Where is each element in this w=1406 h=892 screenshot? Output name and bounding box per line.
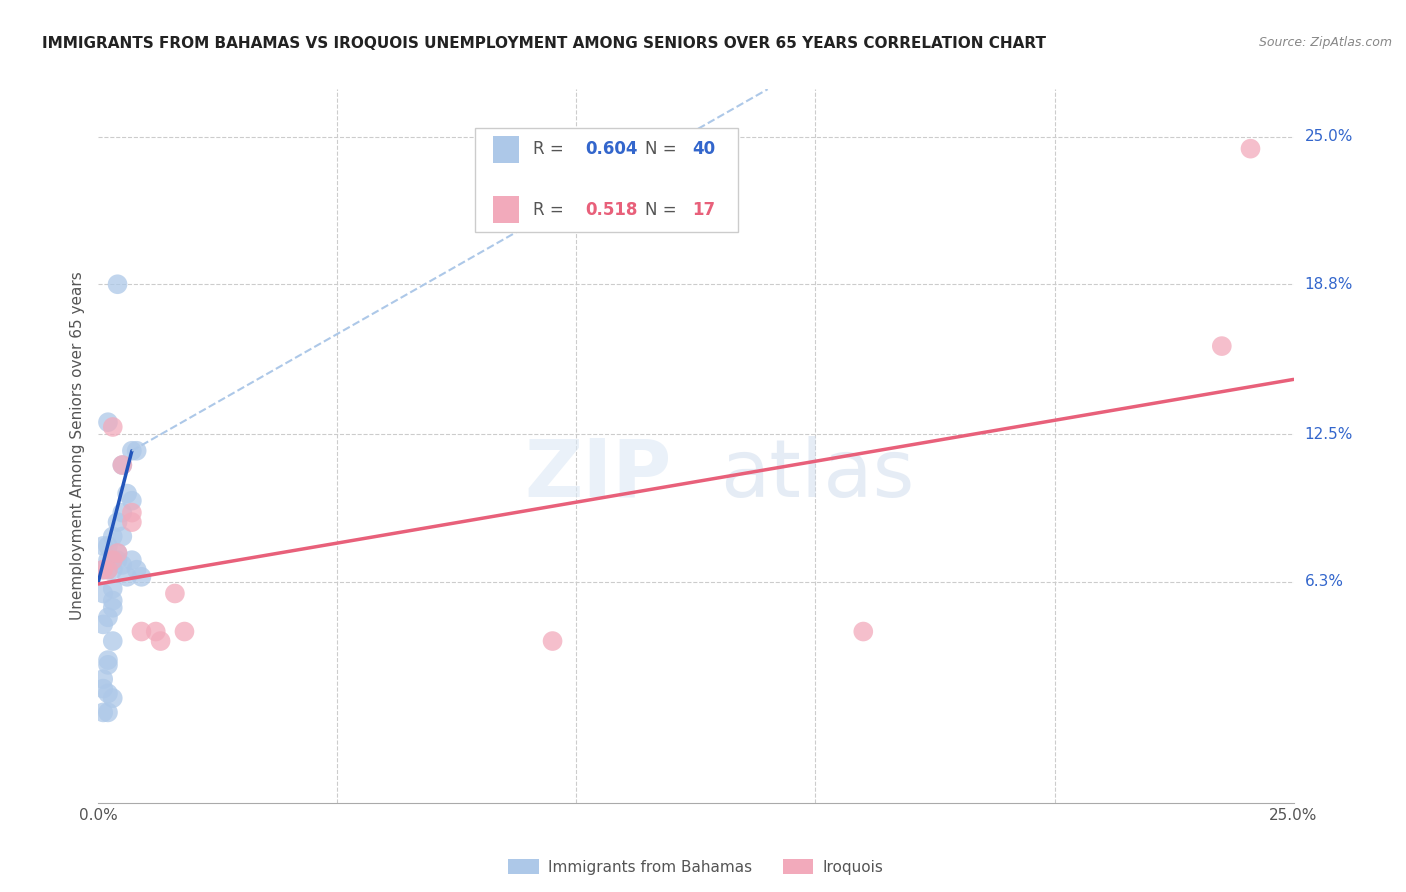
Point	[107, 553, 129, 567]
Text: R =: R =	[533, 140, 569, 158]
Point	[125, 563, 148, 577]
Point	[145, 624, 167, 639]
Text: 18.8%: 18.8%	[1305, 277, 1353, 292]
Text: ZIP: ZIP	[524, 435, 672, 514]
Text: N =: N =	[644, 140, 682, 158]
Text: 6.3%: 6.3%	[1305, 574, 1344, 589]
Point	[111, 529, 134, 543]
FancyBboxPatch shape	[494, 196, 519, 223]
Point	[1211, 339, 1233, 353]
Point	[91, 563, 114, 577]
Point	[115, 486, 138, 500]
Point	[101, 563, 124, 577]
Point	[97, 653, 120, 667]
Text: 25.0%: 25.0%	[1305, 129, 1353, 145]
Point	[97, 563, 120, 577]
Text: 0.518: 0.518	[585, 201, 637, 219]
Point	[91, 617, 114, 632]
Point	[91, 539, 114, 553]
Text: N =: N =	[644, 201, 682, 219]
Point	[101, 593, 124, 607]
Y-axis label: Unemployment Among Seniors over 65 years: Unemployment Among Seniors over 65 years	[69, 272, 84, 620]
Text: R =: R =	[533, 201, 569, 219]
Point	[125, 443, 148, 458]
Point	[91, 672, 114, 686]
Point	[101, 553, 124, 567]
FancyBboxPatch shape	[475, 128, 738, 232]
Point	[111, 458, 134, 472]
Point	[91, 706, 114, 720]
Point	[101, 420, 124, 434]
Point	[91, 563, 114, 577]
Point	[121, 443, 143, 458]
Point	[97, 415, 120, 429]
Point	[91, 681, 114, 696]
Point	[101, 634, 124, 648]
Point	[107, 515, 129, 529]
Text: 40: 40	[692, 140, 716, 158]
Point	[115, 570, 138, 584]
Point	[149, 634, 172, 648]
Text: 12.5%: 12.5%	[1305, 426, 1353, 442]
Point	[101, 600, 124, 615]
Text: Source: ZipAtlas.com: Source: ZipAtlas.com	[1258, 36, 1392, 49]
Point	[107, 277, 129, 292]
Point	[131, 624, 153, 639]
Legend: Immigrants from Bahamas, Iroquois: Immigrants from Bahamas, Iroquois	[502, 853, 890, 880]
Point	[131, 570, 153, 584]
Text: 17: 17	[692, 201, 716, 219]
Point	[1239, 142, 1261, 156]
Point	[101, 553, 124, 567]
Point	[163, 586, 186, 600]
Point	[121, 553, 143, 567]
Point	[101, 529, 124, 543]
Point	[101, 691, 124, 706]
Point	[97, 657, 120, 672]
Point	[111, 558, 134, 572]
Point	[107, 546, 129, 560]
Point	[173, 624, 195, 639]
Point	[101, 582, 124, 596]
Point	[121, 515, 143, 529]
Point	[97, 563, 120, 577]
FancyBboxPatch shape	[494, 136, 519, 162]
Point	[852, 624, 875, 639]
Point	[97, 686, 120, 700]
Point	[91, 586, 114, 600]
Point	[121, 493, 143, 508]
Point	[121, 506, 143, 520]
Point	[541, 634, 564, 648]
Point	[97, 553, 120, 567]
Point	[111, 458, 134, 472]
Point	[97, 539, 120, 553]
Text: IMMIGRANTS FROM BAHAMAS VS IROQUOIS UNEMPLOYMENT AMONG SENIORS OVER 65 YEARS COR: IMMIGRANTS FROM BAHAMAS VS IROQUOIS UNEM…	[42, 36, 1046, 51]
Point	[97, 610, 120, 624]
Point	[107, 546, 129, 560]
Point	[97, 706, 120, 720]
Point	[111, 506, 134, 520]
Text: 0.604: 0.604	[585, 140, 637, 158]
Text: atlas: atlas	[720, 435, 914, 514]
